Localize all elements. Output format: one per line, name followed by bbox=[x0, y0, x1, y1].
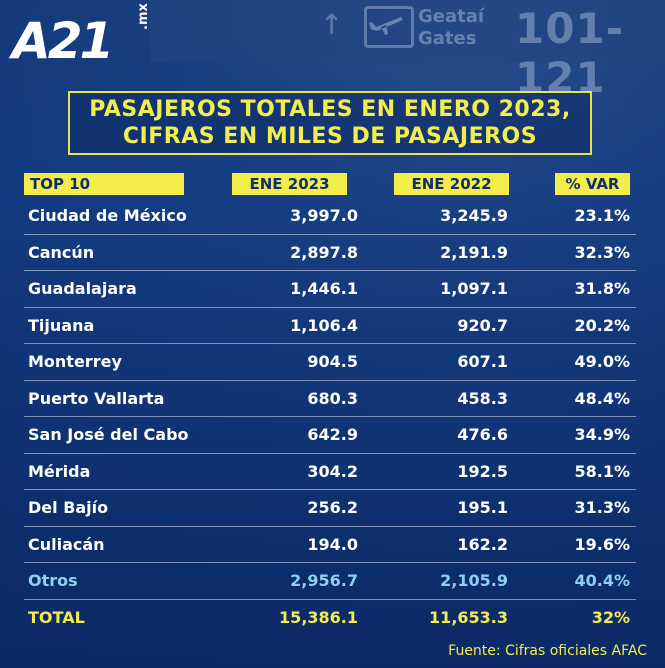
var-cell: 31.8% bbox=[574, 279, 630, 298]
header-ene2022: ENE 2022 bbox=[394, 173, 509, 195]
city-cell: Ciudad de México bbox=[28, 206, 187, 225]
table-row: Puerto Vallarta 680.3 458.3 48.4% bbox=[24, 381, 636, 417]
ene2022-cell: 3,245.9 bbox=[440, 206, 508, 225]
table-row-otros: Otros 2,956.7 2,105.9 40.4% bbox=[24, 563, 636, 600]
var-cell: 48.4% bbox=[574, 388, 630, 408]
ene2023-cell: 1,106.4 bbox=[290, 315, 358, 335]
var-cell: 32.3% bbox=[574, 242, 630, 262]
table-row: Mérida 304.2 192.5 58.1% bbox=[24, 454, 636, 490]
gates-sign: ↑ Geataí Gates 101-121 bbox=[150, 0, 665, 102]
ene2022-cell: 2,191.9 bbox=[440, 242, 508, 262]
ene2022-cell: 11,653.3 bbox=[429, 607, 508, 627]
ene2023-cell: 256.2 bbox=[307, 498, 358, 517]
var-cell: 20.2% bbox=[574, 315, 630, 335]
city-cell: San José del Cabo bbox=[28, 425, 189, 444]
gates-label: Geataí Gates bbox=[418, 6, 484, 50]
table-row-total: TOTAL 15,386.1 11,653.3 32% bbox=[24, 600, 636, 636]
ene2022-cell: 920.7 bbox=[457, 315, 508, 335]
var-cell: 23.1% bbox=[574, 206, 630, 225]
city-cell: Monterrey bbox=[28, 352, 122, 371]
ene2022-cell: 476.6 bbox=[457, 425, 508, 444]
ene2023-cell: 15,386.1 bbox=[279, 607, 358, 627]
city-cell: Tijuana bbox=[28, 315, 95, 335]
ene2023-cell: 2,956.7 bbox=[290, 571, 358, 590]
city-cell: Cancún bbox=[28, 242, 95, 262]
city-cell: Del Bajío bbox=[28, 498, 109, 517]
ene2023-cell: 642.9 bbox=[307, 425, 358, 444]
ene2022-cell: 458.3 bbox=[457, 388, 508, 408]
table-row: Guadalajara 1,446.1 1,097.1 31.8% bbox=[24, 271, 636, 308]
up-arrow-icon: ↑ bbox=[320, 8, 344, 41]
ene2023-cell: 194.0 bbox=[307, 534, 358, 554]
city-cell: Puerto Vallarta bbox=[28, 388, 165, 408]
logo-text: A21 bbox=[12, 12, 114, 70]
var-cell: 34.9% bbox=[574, 425, 630, 444]
table-row: Culiacán 194.0 162.2 19.6% bbox=[24, 527, 636, 563]
airplane-icon bbox=[364, 6, 414, 48]
table-row: Ciudad de México 3,997.0 3,245.9 23.1% bbox=[24, 198, 636, 235]
ene2023-cell: 904.5 bbox=[307, 352, 358, 371]
ene2022-cell: 195.1 bbox=[457, 498, 508, 517]
city-cell: Otros bbox=[28, 571, 78, 590]
ene2022-cell: 1,097.1 bbox=[440, 279, 508, 298]
gate-numbers: 101-121 bbox=[515, 4, 625, 102]
title-line-1: PASAJEROS TOTALES EN ENERO 2023, bbox=[89, 97, 571, 122]
city-cell: Mérida bbox=[28, 461, 91, 481]
gates-label-line1: Geataí bbox=[418, 6, 485, 27]
ene2022-cell: 162.2 bbox=[457, 534, 508, 554]
ene2023-cell: 3,997.0 bbox=[290, 206, 358, 225]
header-var: % VAR bbox=[555, 173, 630, 195]
ene2023-cell: 2,897.8 bbox=[290, 242, 358, 262]
table-row: San José del Cabo 642.9 476.6 34.9% bbox=[24, 417, 636, 454]
city-cell: Guadalajara bbox=[28, 279, 137, 298]
title-line-2: CIFRAS EN MILES DE PASAJEROS bbox=[122, 124, 538, 149]
ene2022-cell: 192.5 bbox=[457, 461, 508, 481]
ene2022-cell: 2,105.9 bbox=[440, 571, 508, 590]
header-top10: TOP 10 bbox=[24, 173, 184, 195]
passengers-table: Ciudad de México 3,997.0 3,245.9 23.1% C… bbox=[24, 198, 636, 635]
ene2023-cell: 1,446.1 bbox=[290, 279, 358, 298]
var-cell: 49.0% bbox=[574, 352, 630, 371]
var-cell: 58.1% bbox=[574, 461, 630, 481]
table-row: Monterrey 904.5 607.1 49.0% bbox=[24, 344, 636, 381]
gates-label-line2: Gates bbox=[418, 28, 477, 49]
table-row: Del Bajío 256.2 195.1 31.3% bbox=[24, 490, 636, 527]
var-cell: 19.6% bbox=[574, 534, 630, 554]
header-ene2023: ENE 2023 bbox=[232, 173, 347, 195]
var-cell: 32% bbox=[591, 607, 630, 627]
ene2022-cell: 607.1 bbox=[457, 352, 508, 371]
city-cell: Culiacán bbox=[28, 534, 105, 554]
ene2023-cell: 304.2 bbox=[307, 461, 358, 481]
ene2023-cell: 680.3 bbox=[307, 388, 358, 408]
table-row: Tijuana 1,106.4 920.7 20.2% bbox=[24, 308, 636, 344]
title-box: PASAJEROS TOTALES EN ENERO 2023, CIFRAS … bbox=[68, 91, 592, 155]
logo-suffix: .mx bbox=[136, 3, 151, 30]
table-row: Cancún 2,897.8 2,191.9 32.3% bbox=[24, 235, 636, 271]
source-note: Fuente: Cifras oficiales AFAC bbox=[448, 643, 647, 659]
var-cell: 40.4% bbox=[574, 571, 630, 590]
var-cell: 31.3% bbox=[574, 498, 630, 517]
city-cell: TOTAL bbox=[28, 607, 85, 627]
